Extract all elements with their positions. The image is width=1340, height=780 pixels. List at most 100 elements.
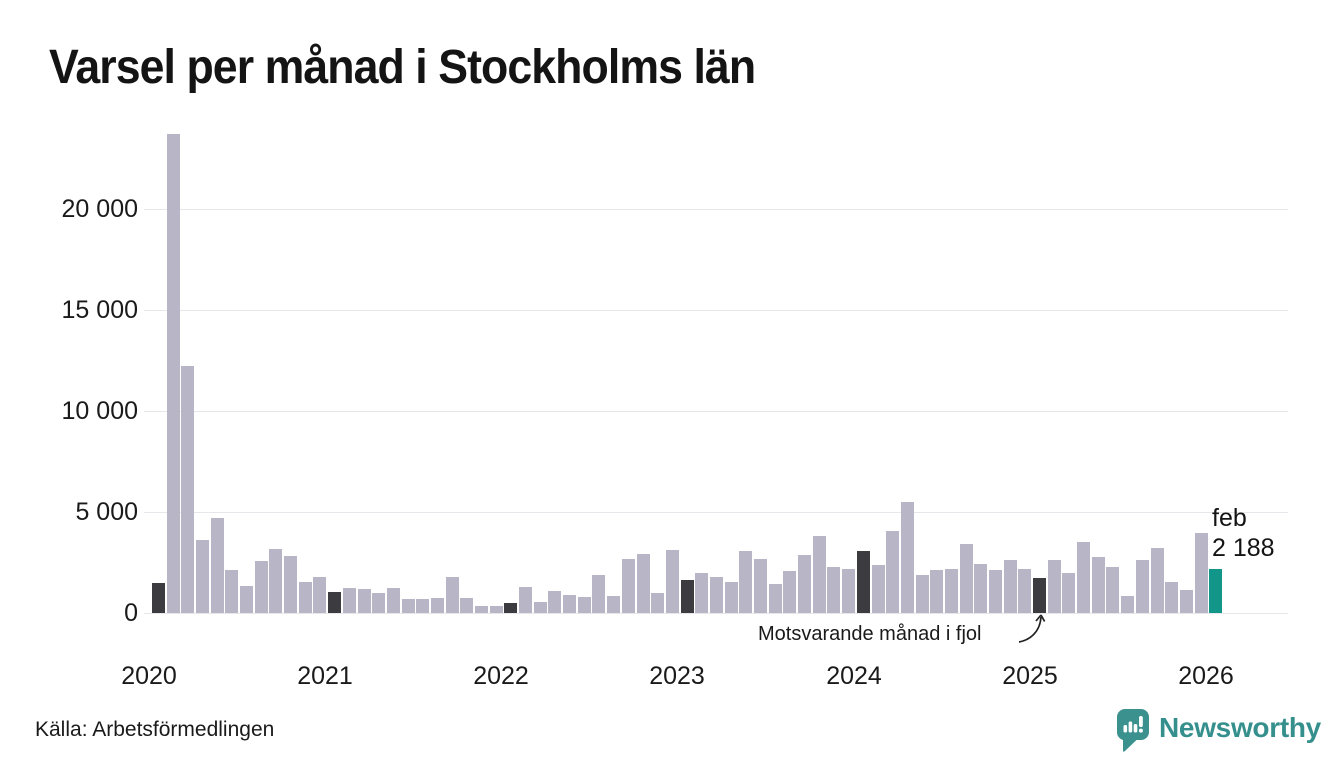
bar (445, 577, 459, 613)
bar (636, 554, 650, 613)
bar (974, 564, 988, 613)
bar (665, 550, 679, 613)
newsworthy-logo: Newsworthy (1117, 709, 1321, 752)
bar (357, 589, 371, 613)
gridline (144, 512, 1288, 513)
y-axis-tick-label: 10 000 (61, 397, 138, 425)
x-axis-year-label: 2020 (121, 662, 177, 690)
bar (1165, 582, 1179, 613)
bar (724, 582, 738, 613)
x-axis-year-label: 2024 (826, 662, 882, 690)
bar (1091, 557, 1105, 613)
bar (856, 551, 870, 613)
bar (386, 588, 400, 613)
y-axis-tick-label: 20 000 (61, 195, 138, 223)
bar (754, 559, 767, 613)
bar (504, 603, 518, 613)
bar (768, 584, 782, 613)
bar (401, 599, 415, 613)
bar (1003, 560, 1017, 613)
bar (577, 597, 591, 613)
gridline (144, 209, 1288, 210)
bar (1121, 596, 1135, 613)
bar (1209, 569, 1223, 613)
bar (621, 559, 635, 613)
bar (1150, 548, 1164, 613)
bar (195, 540, 209, 613)
bar (1077, 542, 1090, 613)
bar (1179, 590, 1193, 613)
x-axis-year-label: 2021 (297, 662, 353, 690)
current-value-label: 2 188 (1212, 534, 1275, 562)
bar (930, 570, 944, 613)
bar (298, 582, 312, 613)
bar (695, 573, 709, 613)
bar (563, 595, 577, 613)
current-month-label: feb (1212, 504, 1247, 532)
x-axis-year-label: 2023 (649, 662, 705, 690)
bar (798, 555, 811, 613)
bar (166, 134, 180, 613)
bar (680, 580, 694, 613)
gridline (144, 411, 1288, 412)
x-axis-year-label: 2026 (1178, 662, 1234, 690)
bar (342, 588, 356, 613)
x-axis-year-label: 2022 (473, 662, 529, 690)
y-axis-tick-label: 5 000 (75, 498, 138, 526)
annotation-fjol: Motsvarande månad i fjol (758, 623, 982, 645)
bar (372, 593, 386, 613)
bar (313, 577, 327, 613)
chart-title: Varsel per månad i Stockholms län (49, 41, 756, 94)
gridline (144, 613, 1288, 614)
bar (225, 570, 239, 613)
bar (181, 366, 195, 613)
bar (812, 536, 826, 613)
bar (592, 575, 606, 613)
bar (254, 561, 268, 613)
bar (959, 544, 973, 613)
bar (607, 596, 621, 613)
bar (827, 567, 841, 613)
bar (475, 606, 488, 613)
bar (709, 577, 723, 613)
bar (1033, 578, 1046, 613)
bar (548, 591, 562, 613)
bar (1047, 560, 1061, 613)
current-point-label: feb 2 188 (1212, 503, 1275, 563)
bar (651, 593, 665, 613)
bar (519, 587, 532, 613)
bar (284, 556, 297, 613)
bar (871, 565, 885, 613)
bar (1194, 533, 1208, 613)
annotation-arrow-icon (1018, 614, 1046, 643)
gridline (144, 310, 1288, 311)
newsworthy-pin-icon (1117, 709, 1149, 752)
bar (151, 583, 165, 613)
bar (1062, 573, 1076, 613)
y-axis-tick-label: 0 (124, 599, 138, 627)
bar (533, 602, 547, 613)
bar (1135, 560, 1149, 613)
bar (269, 549, 283, 613)
bar (739, 551, 753, 613)
bar (1018, 569, 1032, 613)
bar (915, 575, 929, 613)
bar (842, 569, 856, 613)
source-label: Källa: Arbetsförmedlingen (35, 718, 275, 741)
bar (489, 606, 503, 613)
bar (900, 502, 914, 613)
bar (783, 571, 797, 613)
bar (1106, 567, 1120, 613)
bar (240, 586, 253, 613)
bar (430, 598, 444, 613)
newsworthy-wordmark: Newsworthy (1159, 712, 1321, 743)
bar (988, 570, 1002, 613)
bar (416, 599, 430, 613)
x-axis-year-label: 2025 (1002, 662, 1058, 690)
bar (460, 598, 474, 613)
bar (210, 518, 224, 613)
bar (944, 569, 958, 613)
y-axis-tick-label: 15 000 (61, 296, 138, 324)
